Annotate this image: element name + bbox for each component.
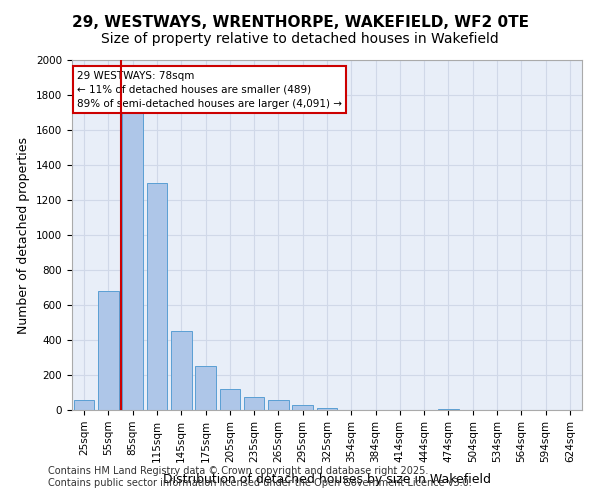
Bar: [438, 409, 459, 410]
Text: 29 WESTWAYS: 78sqm
← 11% of detached houses are smaller (489)
89% of semi-detach: 29 WESTWAYS: 78sqm ← 11% of detached hou…: [77, 70, 342, 108]
Bar: [171, 331, 191, 410]
Bar: [292, 405, 313, 410]
Bar: [317, 408, 337, 410]
Bar: [220, 389, 240, 410]
Bar: [74, 400, 94, 410]
Bar: [195, 366, 216, 410]
Bar: [98, 291, 119, 410]
Bar: [122, 112, 143, 410]
Text: Contains HM Land Registry data © Crown copyright and database right 2025.
Contai: Contains HM Land Registry data © Crown c…: [48, 466, 472, 487]
Bar: [268, 400, 289, 410]
Bar: [244, 397, 265, 410]
Bar: [146, 182, 167, 410]
X-axis label: Distribution of detached houses by size in Wakefield: Distribution of detached houses by size …: [163, 473, 491, 486]
Text: Size of property relative to detached houses in Wakefield: Size of property relative to detached ho…: [101, 32, 499, 46]
Y-axis label: Number of detached properties: Number of detached properties: [17, 136, 31, 334]
Text: 29, WESTWAYS, WRENTHORPE, WAKEFIELD, WF2 0TE: 29, WESTWAYS, WRENTHORPE, WAKEFIELD, WF2…: [71, 15, 529, 30]
